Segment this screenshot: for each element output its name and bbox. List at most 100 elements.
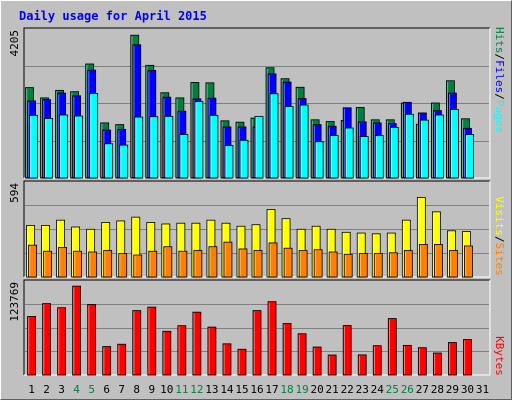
panel-frame-shadow	[23, 27, 490, 178]
day-label-26: 26	[401, 383, 414, 396]
day-label-4: 4	[73, 383, 80, 396]
day-label-9: 9	[148, 383, 155, 396]
bar-kbytes-day-6	[102, 346, 112, 376]
bar-sites-day-18	[283, 247, 293, 278]
panel-frame-shadow	[23, 180, 490, 277]
bar-sites-day-15	[238, 248, 248, 278]
bar-sites-day-30	[464, 245, 473, 278]
bar-pages-day-20	[314, 141, 324, 179]
bar-kbytes-day-24	[372, 345, 382, 376]
bar-pages-day-17	[269, 93, 279, 179]
bar-kbytes-day-17	[267, 301, 277, 376]
bar-kbytes-day-12	[192, 311, 202, 376]
bar-kbytes-day-30	[463, 339, 472, 376]
bar-pages-day-5	[89, 93, 99, 179]
legend-visits-sites: Visits/Sites	[493, 196, 506, 276]
bar-sites-day-12	[193, 250, 203, 278]
bar-sites-day-29	[449, 250, 458, 278]
bar-pages-day-30	[465, 134, 474, 179]
panel-hits_files_pages: 4205	[8, 27, 491, 179]
day-label-3: 3	[58, 383, 65, 396]
bar-pages-day-11	[179, 134, 189, 179]
bar-pages-day-10	[164, 115, 174, 179]
day-label-29: 29	[446, 383, 459, 396]
day-label-1: 1	[28, 383, 35, 396]
bar-sites-day-14	[223, 241, 233, 278]
day-label-18: 18	[280, 383, 293, 396]
bar-pages-day-2	[44, 118, 53, 179]
panel-max-label: 4205	[8, 30, 21, 57]
bar-kbytes-day-15	[237, 348, 247, 376]
bar-pages-day-24	[374, 135, 384, 179]
bar-pages-day-7	[119, 144, 129, 179]
legend-sites: Sites	[493, 243, 506, 276]
bar-kbytes-day-21	[327, 354, 337, 376]
bar-kbytes-day-5	[87, 303, 97, 376]
day-label-20: 20	[311, 383, 324, 396]
bar-pages-day-1	[29, 114, 38, 179]
bar-kbytes-day-23	[357, 354, 367, 376]
bar-kbytes-day-11	[177, 325, 187, 376]
day-label-10: 10	[160, 383, 173, 396]
bar-pages-day-27	[419, 119, 429, 179]
bar-pages-day-25	[389, 126, 399, 179]
bar-kbytes-day-16	[252, 310, 262, 376]
bar-pages-day-9	[149, 116, 159, 179]
legend-hits: Hits	[493, 27, 506, 54]
bar-pages-day-15	[239, 139, 249, 179]
bar-pages-day-29	[450, 109, 459, 179]
day-label-19: 19	[295, 383, 308, 396]
day-label-17: 17	[265, 383, 278, 396]
bar-sites-day-4	[73, 250, 83, 278]
bar-pages-day-26	[404, 113, 414, 179]
bar-sites-day-22	[343, 253, 353, 278]
bar-sites-day-13	[208, 246, 218, 278]
bar-kbytes-day-14	[222, 343, 232, 376]
bar-pages-day-18	[284, 106, 294, 179]
bar-pages-day-28	[434, 114, 444, 179]
legend-pages: Pages	[493, 100, 506, 133]
bar-sites-day-9	[148, 250, 158, 278]
legend-hits-files-pages: Hits/Files/Pages	[493, 27, 506, 133]
bar-sites-day-16	[253, 250, 263, 278]
day-label-5: 5	[88, 383, 95, 396]
panel-frame-shadow	[23, 279, 490, 375]
bar-sites-day-3	[58, 247, 67, 278]
bar-pages-day-8	[134, 116, 144, 179]
day-label-28: 28	[431, 383, 444, 396]
bar-sites-day-26	[403, 250, 413, 278]
bar-sites-day-19	[298, 250, 308, 278]
bar-sites-day-24	[373, 253, 383, 278]
bar-sites-day-10	[163, 246, 173, 278]
bar-pages-day-14	[224, 145, 234, 179]
bar-sites-day-20	[313, 249, 323, 278]
bar-kbytes-day-2	[42, 303, 51, 376]
bar-pages-day-4	[74, 115, 84, 179]
bar-kbytes-day-20	[312, 346, 322, 376]
day-label-12: 12	[190, 383, 203, 396]
bar-pages-day-21	[329, 135, 339, 179]
day-label-11: 11	[175, 383, 188, 396]
bar-pages-day-19	[299, 104, 309, 179]
bar-kbytes-day-4	[72, 285, 82, 376]
bar-pages-day-13	[209, 114, 219, 179]
day-label-24: 24	[371, 383, 385, 396]
bar-pages-day-12	[194, 101, 204, 179]
day-label-13: 13	[205, 383, 218, 396]
panel-max-label: 123769	[8, 282, 21, 322]
bar-pages-day-6	[104, 143, 114, 179]
legend-kbytes: KBytes	[493, 336, 506, 376]
bar-kbytes-day-1	[27, 315, 36, 376]
bar-sites-day-6	[103, 250, 113, 278]
bar-kbytes-day-7	[117, 343, 127, 376]
day-label-21: 21	[326, 383, 339, 396]
legend-kbytes-label: KBytes	[493, 336, 506, 376]
legend-separator: /	[493, 236, 506, 243]
bar-sites-day-23	[358, 253, 368, 278]
bar-kbytes-day-27	[417, 347, 427, 376]
legend-separator: /	[493, 93, 506, 100]
day-label-7: 7	[118, 383, 125, 396]
bar-sites-day-1	[28, 244, 37, 278]
